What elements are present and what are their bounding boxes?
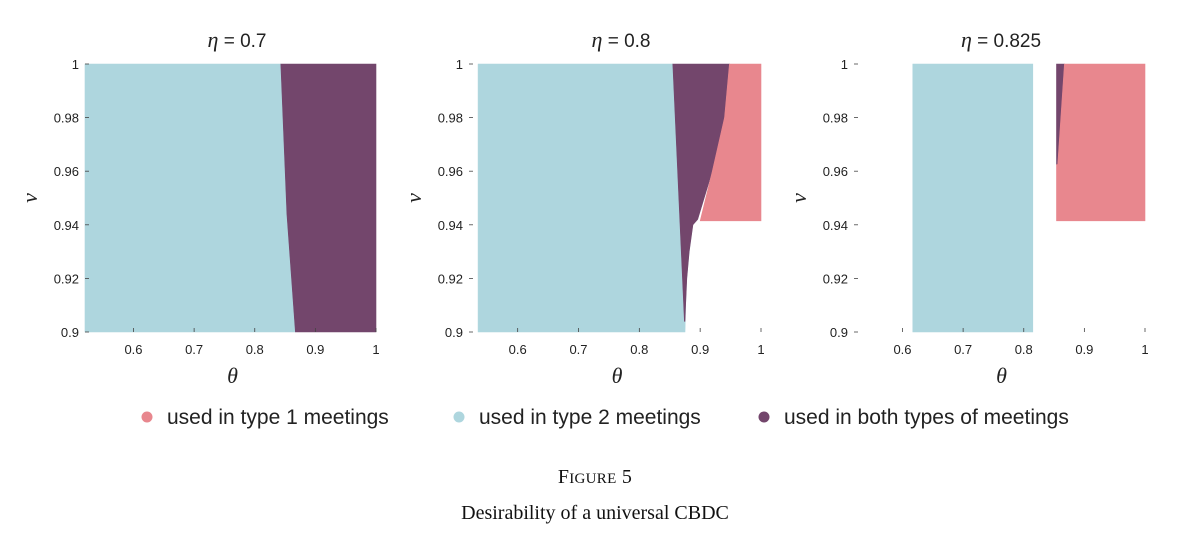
- panel-title-symbol: η: [592, 27, 603, 52]
- y-tick-label: 0.98: [823, 111, 848, 126]
- x-axis-label: θ: [612, 363, 623, 388]
- region-type1: [1056, 63, 1146, 222]
- y-tick-label: 1: [841, 57, 848, 72]
- y-tick-label: 0.96: [823, 164, 848, 179]
- region-type2: [84, 63, 296, 333]
- region-type2: [477, 63, 694, 333]
- y-tick-label: 0.9: [445, 325, 463, 340]
- panel-1: 0.6 0.7 0.8 0.9 1 0.9 0.92 0.94 0.96 0.98 1 η = 0.7…: [17, 27, 380, 388]
- x-tick-label: 0.7: [569, 342, 587, 357]
- y-tick-label: 0.96: [438, 164, 463, 179]
- legend-marker-both: [758, 411, 770, 423]
- y-tick-label: 0.94: [438, 218, 463, 233]
- legend-marker-type2: [453, 411, 465, 423]
- y-tick-label: 0.94: [823, 218, 848, 233]
- y-tick-label: 0.92: [54, 271, 79, 286]
- panel-title: η = 0.8: [592, 27, 651, 52]
- x-tick-label: 0.9: [1075, 342, 1093, 357]
- panel-3: 0.6 0.7 0.8 0.9 1 0.9 0.92 0.94 0.96 0.98 1 η = 0.8…: [786, 27, 1149, 388]
- panel-title: η = 0.825: [961, 27, 1041, 52]
- x-tick-label: 1: [372, 342, 379, 357]
- y-tick-label: 0.92: [438, 271, 463, 286]
- region-type1: [699, 63, 762, 222]
- figure-title: Desirability of a universal CBDC: [461, 502, 729, 524]
- y-tick-label: 0.98: [438, 111, 463, 126]
- panel-title-value: = 0.7: [218, 31, 266, 52]
- panel-title-symbol: η: [208, 27, 219, 52]
- region-both: [280, 63, 377, 333]
- x-tick-label: 0.7: [954, 342, 972, 357]
- legend-marker-type1: [141, 411, 153, 423]
- legend: used in type 1 meetings used in type 2 me…: [141, 406, 1069, 429]
- x-tick-label: 0.7: [185, 342, 203, 357]
- panel-title: η = 0.7: [208, 27, 267, 52]
- legend-label-type2: used in type 2 meetings: [479, 406, 701, 429]
- panel-title-symbol: η: [961, 27, 972, 52]
- y-tick-label: 0.9: [61, 325, 79, 340]
- y-tick-label: 0.98: [54, 111, 79, 126]
- y-tick-label: 0.94: [54, 218, 79, 233]
- panel-2: 0.6 0.7 0.8 0.9 1 0.9 0.92 0.94 0.96 0.98 1 η = 0.8…: [401, 27, 765, 388]
- y-tick-label: 0.9: [830, 325, 848, 340]
- x-axis-label: θ: [996, 363, 1007, 388]
- x-axis-label: θ: [227, 363, 238, 388]
- figure-label-first: F: [557, 466, 570, 488]
- x-tick-label: 0.6: [509, 342, 527, 357]
- figure-label-rest: IGURE: [569, 471, 617, 487]
- x-tick-label: 0.9: [306, 342, 324, 357]
- y-axis-label: ν: [786, 193, 811, 203]
- panel-title-value: = 0.8: [602, 31, 650, 52]
- figure-label: FIGURE 5: [0, 466, 1190, 489]
- x-tick-label: 1: [1141, 342, 1148, 357]
- y-tick-label: 0.96: [54, 164, 79, 179]
- x-tick-label: 0.9: [691, 342, 709, 357]
- x-tick-label: 0.6: [124, 342, 142, 357]
- panel-title-value: = 0.825: [972, 31, 1041, 52]
- y-tick-label: 1: [72, 57, 79, 72]
- x-tick-label: 0.8: [246, 342, 264, 357]
- legend-label-both: used in both types of meetings: [784, 406, 1069, 429]
- x-tick-label: 0.6: [893, 342, 911, 357]
- y-axis-label: ν: [401, 193, 426, 203]
- y-tick-label: 1: [456, 57, 463, 72]
- figure-panels: 0.6 0.7 0.8 0.9 1 0.9 0.92 0.94 0.96 0.98 1 η = 0.7…: [17, 27, 1149, 429]
- x-tick-label: 1: [757, 342, 764, 357]
- x-tick-label: 0.8: [1015, 342, 1033, 357]
- y-tick-label: 0.92: [823, 271, 848, 286]
- legend-label-type1: used in type 1 meetings: [167, 406, 389, 429]
- region-type2: [912, 63, 1034, 333]
- figure-label-number: 5: [616, 466, 633, 488]
- y-axis-label: ν: [17, 193, 42, 203]
- x-tick-label: 0.8: [630, 342, 648, 357]
